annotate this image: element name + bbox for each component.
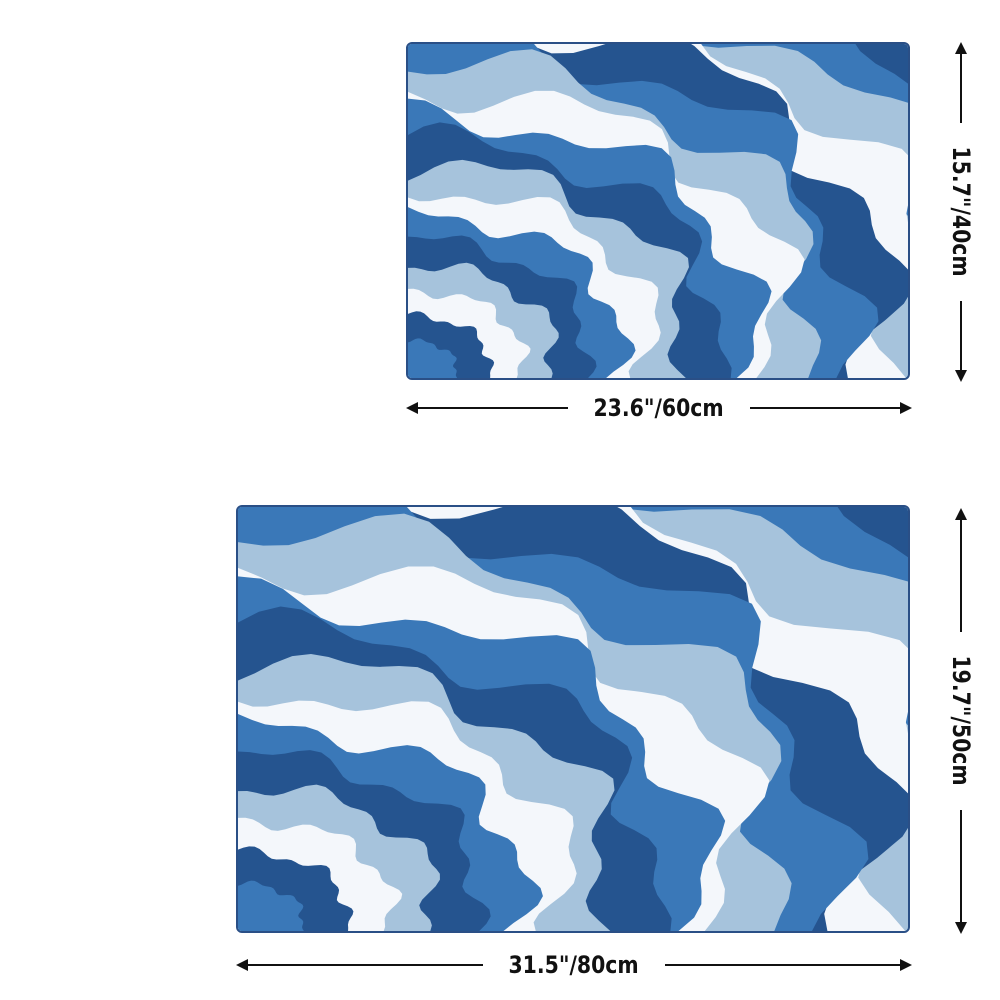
arrow-right-icon: [900, 959, 912, 971]
large-rug-height-dimension: 19.7"/50cm: [946, 508, 976, 934]
rug-pattern: [408, 44, 908, 378]
large-rug-height-label: 19.7"/50cm: [947, 655, 975, 787]
dimension-line: [960, 300, 962, 370]
arrow-right-icon: [900, 402, 912, 414]
dimension-line: [248, 964, 484, 966]
large-rug-width-dimension: 31.5"/80cm: [236, 950, 912, 980]
rug-pattern: [238, 507, 908, 931]
dimension-line: [960, 520, 962, 633]
dimension-line: [960, 54, 962, 124]
small-rug-width-dimension: 23.6"/60cm: [406, 393, 912, 423]
dimension-line: [960, 809, 962, 922]
rug-band: [238, 880, 304, 931]
arrow-up-icon: [955, 508, 967, 520]
small-rug-height-dimension: 15.7"/40cm: [946, 42, 976, 382]
arrow-down-icon: [955, 922, 967, 934]
small-rug-width-label: 23.6"/60cm: [593, 394, 725, 422]
small-rug-image: [406, 42, 910, 380]
dimension-line: [418, 407, 569, 409]
small-rug-height-label: 15.7"/40cm: [947, 146, 975, 278]
dimension-line: [664, 964, 900, 966]
arrow-down-icon: [955, 370, 967, 382]
dimension-line: [749, 407, 900, 409]
arrow-up-icon: [955, 42, 967, 54]
rug-band: [408, 338, 458, 378]
large-rug-width-label: 31.5"/80cm: [508, 951, 640, 979]
large-rug-image: [236, 505, 910, 933]
arrow-left-icon: [236, 959, 248, 971]
arrow-left-icon: [406, 402, 418, 414]
